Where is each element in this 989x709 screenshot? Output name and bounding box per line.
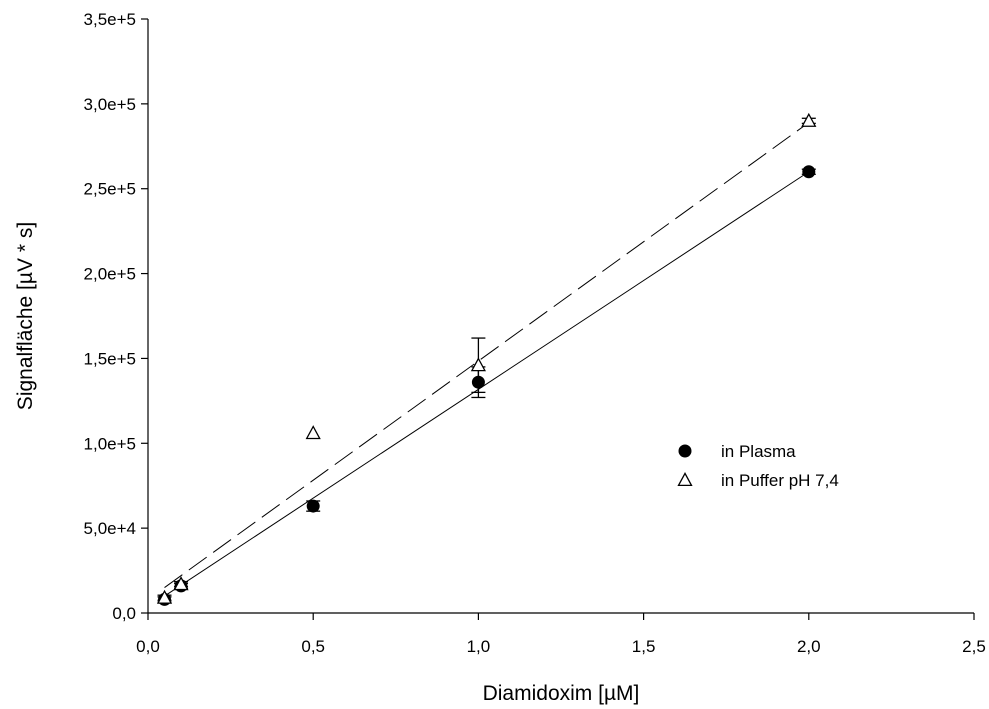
y-tick-label: 2,5e+5 <box>84 180 136 199</box>
y-tick-label: 3,5e+5 <box>84 10 136 29</box>
legend-marker-series-2 <box>677 472 693 487</box>
y-tick-label: 3,0e+5 <box>84 95 136 114</box>
legend-marker-series-1 <box>678 444 692 458</box>
y-tick-label: 2,0e+5 <box>84 265 136 284</box>
y-tick-label: 1,5e+5 <box>84 349 136 368</box>
x-tick-label: 0,0 <box>136 637 160 656</box>
y-tick-label: 5,0e+4 <box>84 519 136 538</box>
legend-label-series-1: in Plasma <box>721 442 796 461</box>
fit-lines <box>164 122 810 597</box>
x-axis-title: Diamidoxim [µM] <box>483 682 640 705</box>
y-tick-label: 0,0 <box>112 604 136 623</box>
legend-label-series-2: in Puffer pH 7,4 <box>721 471 839 490</box>
data-point-series-2 <box>156 589 173 604</box>
data-point-series-1 <box>802 165 816 179</box>
y-tick-label: 1,0e+5 <box>84 434 136 453</box>
fit-line-series-2 <box>164 122 810 588</box>
data-point-series-1 <box>306 499 320 513</box>
data-point-series-2 <box>801 112 817 127</box>
axes: 0,0 5,0e+4 1,0e+5 1,5e+5 2,0e+5 2,5e+5 3,0e+5 3… <box>84 10 986 656</box>
legend: in Plasma in Puffer pH 7,4 <box>677 442 839 490</box>
x-tick-label: 0,5 <box>301 637 325 656</box>
x-tick-label: 1,0 <box>467 637 491 656</box>
x-tick-label: 2,5 <box>962 637 986 656</box>
fit-line-series-1 <box>164 171 810 597</box>
data-point-series-2 <box>305 425 321 440</box>
data-point-series-2 <box>173 576 189 591</box>
x-tick-label: 2,0 <box>797 637 821 656</box>
data-marks <box>156 112 817 606</box>
data-point-series-2 <box>470 357 486 372</box>
x-tick-label: 1,5 <box>632 637 656 656</box>
y-axis-title: Signalfläche [µV * s] <box>14 222 37 410</box>
